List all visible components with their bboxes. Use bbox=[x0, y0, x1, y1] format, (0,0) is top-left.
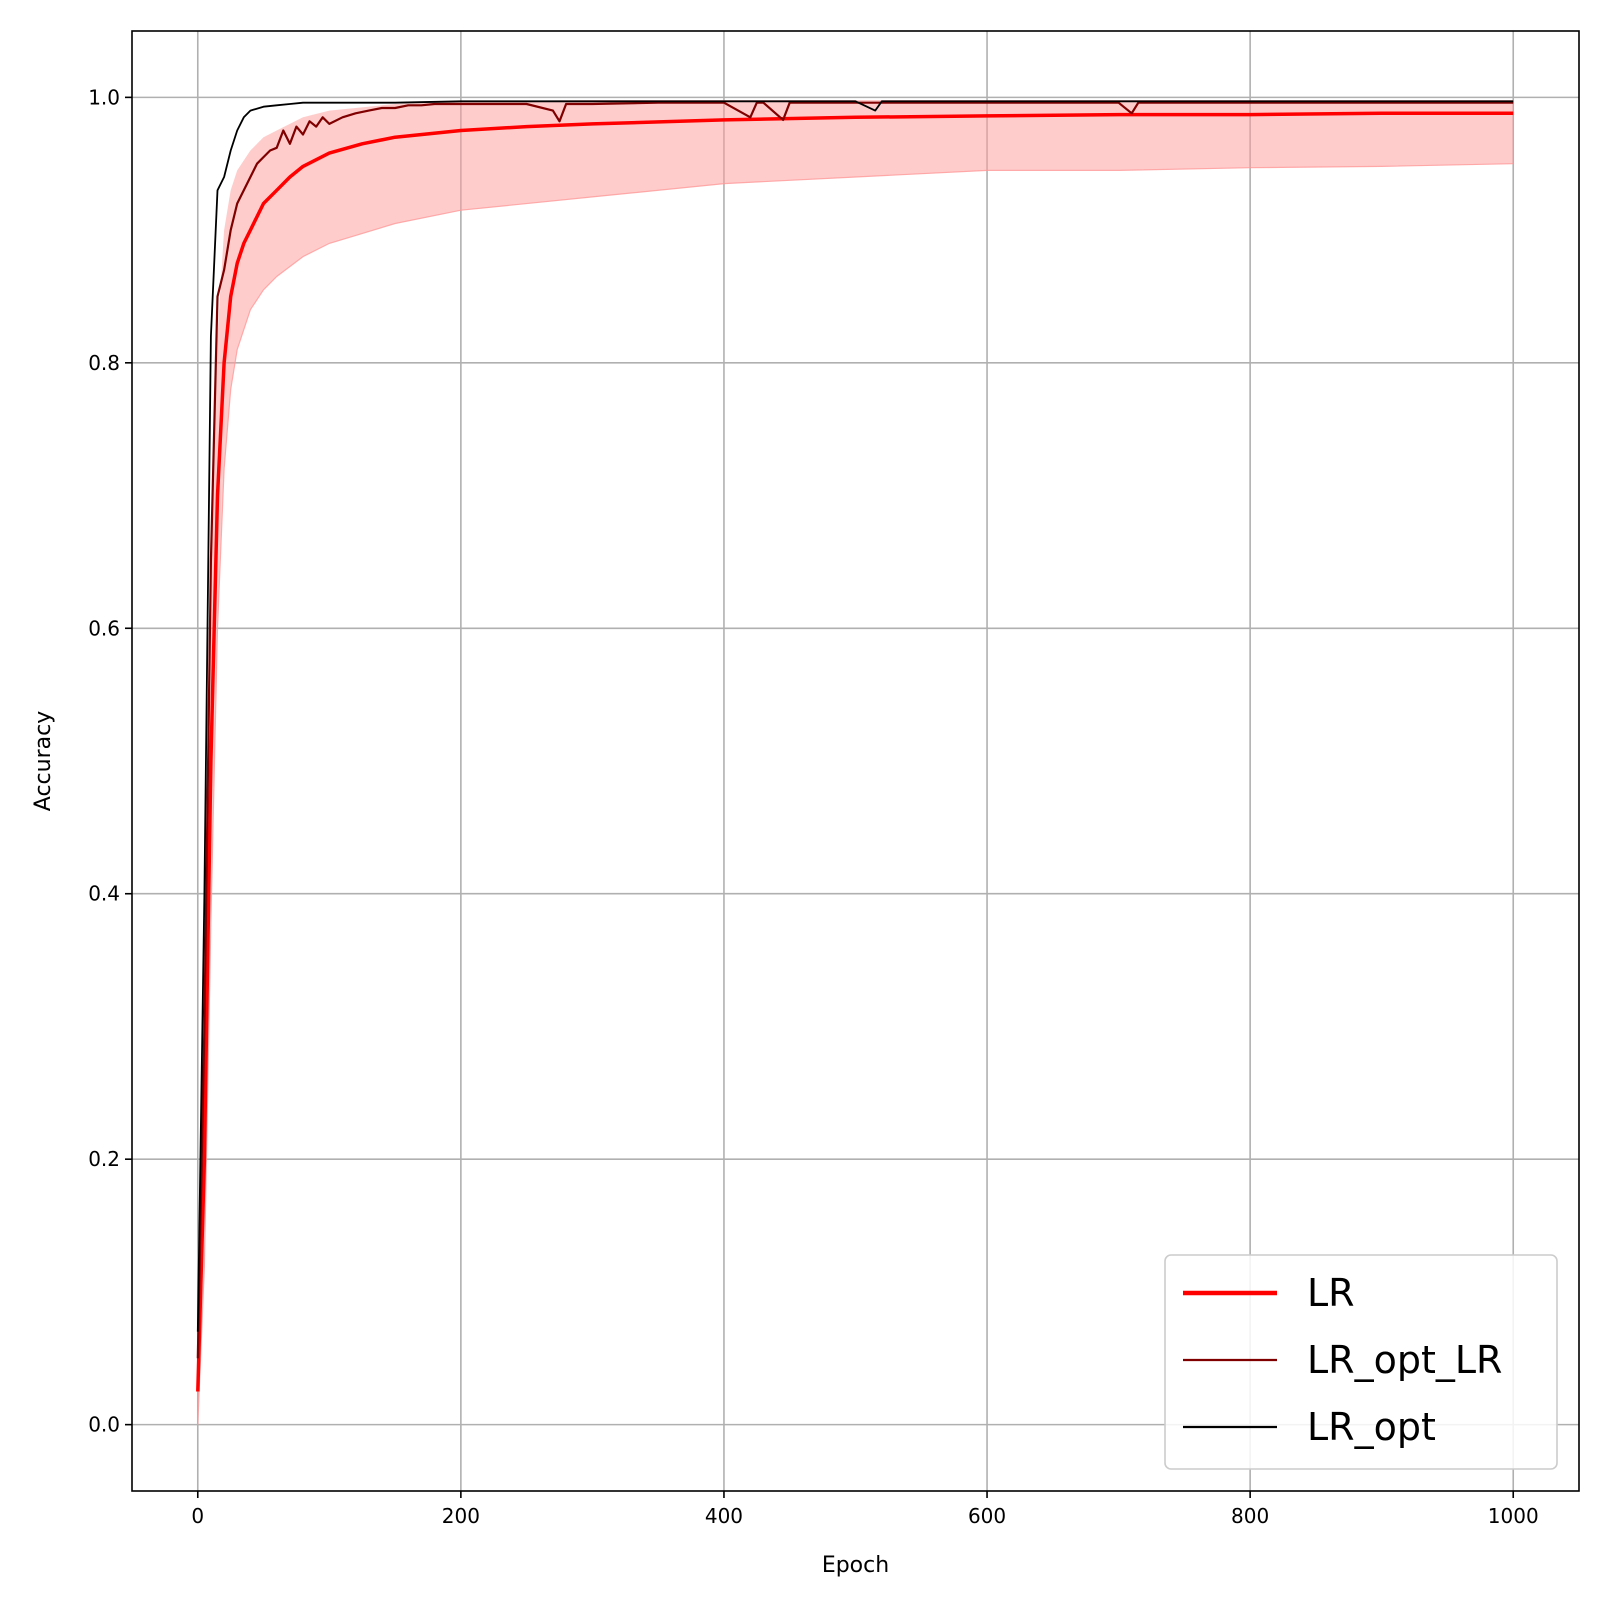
y-axis-ticks: 0.0 0.2 0.4 0.6 0.8 1.0 bbox=[88, 85, 132, 1437]
series-line-lr-opt-lr bbox=[196, 101, 1514, 1359]
plot-frame bbox=[131, 30, 1580, 1492]
y-tick-label: 0.0 bbox=[88, 1413, 120, 1437]
grid bbox=[132, 31, 1579, 1491]
series-line-lr bbox=[196, 111, 1514, 1392]
x-tick-label: 1000 bbox=[1488, 1504, 1539, 1528]
x-tick-label: 0 bbox=[191, 1504, 204, 1528]
x-axis-label: Epoch bbox=[822, 1553, 889, 1578]
x-tick-label: 800 bbox=[1231, 1504, 1269, 1528]
y-axis-label: Accuracy bbox=[31, 711, 56, 811]
y-tick-label: 0.6 bbox=[88, 616, 120, 640]
x-tick-label: 200 bbox=[442, 1504, 480, 1528]
legend-label: LR bbox=[1307, 1271, 1355, 1315]
x-tick-label: 600 bbox=[968, 1504, 1006, 1528]
legend: LR LR_opt_LR LR_opt bbox=[1164, 1254, 1558, 1470]
series-layer bbox=[196, 100, 1514, 1392]
confidence-band-layer bbox=[197, 100, 1514, 1425]
y-tick-label: 1.0 bbox=[88, 85, 120, 109]
lr-confidence-band bbox=[197, 100, 1514, 1425]
series-line-lr-opt bbox=[196, 100, 1514, 1332]
legend-box bbox=[1164, 1254, 1558, 1470]
legend-label: LR_opt bbox=[1307, 1405, 1436, 1449]
y-tick-label: 0.2 bbox=[88, 1147, 120, 1171]
y-tick-label: 0.4 bbox=[88, 882, 120, 906]
legend-label: LR_opt_LR bbox=[1307, 1338, 1502, 1382]
x-tick-label: 400 bbox=[705, 1504, 743, 1528]
x-axis-ticks: 0 200 400 600 800 1000 bbox=[191, 1491, 1539, 1528]
y-tick-label: 0.8 bbox=[88, 351, 120, 375]
lr-band-lower-edge bbox=[197, 163, 1514, 1425]
